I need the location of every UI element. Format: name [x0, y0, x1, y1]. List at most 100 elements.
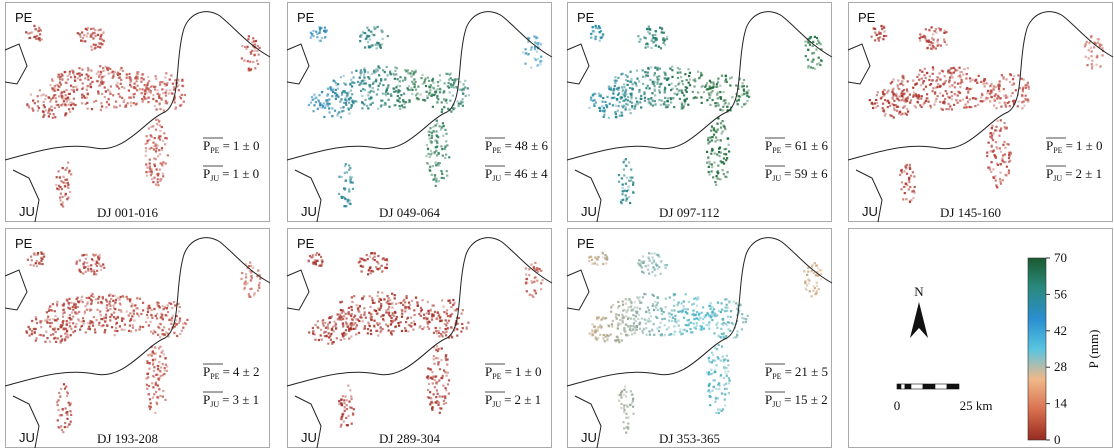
cell [314, 101, 317, 104]
cell [440, 101, 443, 104]
cell [693, 297, 696, 301]
stat-symbol: P [203, 392, 210, 407]
cell [99, 268, 102, 272]
cell [330, 334, 333, 337]
cell [317, 338, 320, 342]
cell [433, 174, 437, 177]
cell [147, 354, 150, 357]
cell [684, 324, 687, 327]
cell [645, 327, 648, 330]
cell [434, 326, 437, 330]
cell [154, 150, 158, 153]
cell [653, 100, 656, 103]
cell [441, 154, 444, 157]
cell [28, 32, 31, 35]
cell [424, 84, 428, 88]
cell [647, 30, 650, 33]
cell [607, 324, 610, 327]
stat-label: PJU = 1 ± 0 [203, 166, 259, 183]
cell [42, 93, 45, 96]
cell [408, 307, 411, 310]
cell [1094, 42, 1097, 45]
cell [429, 153, 432, 156]
cell [723, 162, 726, 165]
cell [931, 45, 934, 48]
cell [347, 384, 350, 387]
cell [970, 87, 973, 90]
cell [33, 331, 36, 334]
cell [160, 146, 164, 150]
cell [350, 318, 353, 321]
cell [637, 313, 641, 316]
cell [84, 305, 87, 308]
cell [247, 35, 250, 38]
cell [602, 262, 605, 265]
cell [875, 94, 878, 97]
cell [683, 316, 686, 319]
cell [451, 106, 454, 110]
cell [656, 78, 659, 81]
cell [588, 106, 591, 109]
cell [347, 306, 350, 309]
cell [921, 35, 924, 38]
cell [722, 376, 726, 379]
cell [670, 88, 673, 92]
cell [874, 31, 877, 34]
cell [40, 94, 43, 97]
cell [332, 325, 335, 328]
cell [106, 304, 109, 307]
cell [650, 39, 653, 42]
cell [445, 312, 448, 315]
cell [320, 264, 323, 267]
cell [181, 84, 184, 87]
cell [991, 90, 994, 93]
cell [342, 310, 345, 313]
cell [55, 340, 58, 343]
cell [901, 93, 905, 96]
cell [459, 100, 462, 103]
stat-symbol: P [485, 166, 492, 181]
cell [432, 304, 435, 307]
cell [675, 87, 679, 91]
cell [727, 359, 730, 362]
cell [34, 316, 37, 319]
cell [342, 74, 345, 77]
cell [96, 308, 99, 311]
cell [442, 402, 445, 405]
cell [644, 293, 647, 296]
cell [390, 322, 393, 325]
cell [629, 317, 633, 320]
cell [644, 71, 647, 74]
cell [342, 420, 345, 423]
cell [1003, 153, 1006, 156]
cell [158, 138, 161, 141]
cell [423, 79, 426, 82]
cell [905, 88, 908, 91]
cell [727, 392, 730, 395]
cell [162, 161, 165, 164]
cell [413, 83, 416, 86]
cell [623, 159, 626, 162]
cell [426, 162, 430, 165]
cell [29, 263, 32, 266]
cell [149, 92, 152, 95]
cell [656, 316, 659, 319]
cell [349, 406, 352, 409]
cell [668, 315, 671, 318]
cell [340, 403, 343, 406]
cell [990, 91, 993, 94]
cell [65, 335, 68, 339]
cell [86, 32, 89, 35]
cell [49, 305, 52, 308]
cell [446, 358, 449, 361]
cell [884, 112, 887, 115]
cell [911, 171, 914, 174]
cell [135, 102, 138, 105]
cell [333, 109, 337, 112]
cell [434, 124, 437, 127]
cell [345, 323, 348, 326]
cell [162, 139, 165, 142]
cell [914, 106, 917, 109]
cell [744, 102, 747, 105]
cell [678, 330, 681, 333]
